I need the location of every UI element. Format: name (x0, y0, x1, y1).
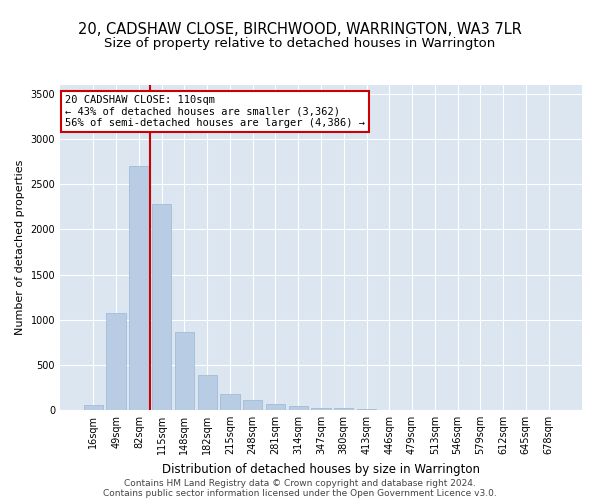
Text: Size of property relative to detached houses in Warrington: Size of property relative to detached ho… (104, 38, 496, 51)
Bar (175, 332, 194, 410)
Bar (243, 400, 262, 410)
Bar (357, 409, 376, 410)
X-axis label: Distribution of detached houses by size in Warrington: Distribution of detached houses by size … (162, 462, 480, 475)
Bar (266, 404, 285, 410)
Text: 20, CADSHAW CLOSE, BIRCHWOOD, WARRINGTON, WA3 7LR: 20, CADSHAW CLOSE, BIRCHWOOD, WARRINGTON… (78, 22, 522, 38)
Text: 20 CADSHAW CLOSE: 110sqm
← 43% of detached houses are smaller (3,362)
56% of sem: 20 CADSHAW CLOSE: 110sqm ← 43% of detach… (65, 94, 365, 128)
Bar (152, 204, 172, 410)
Bar (311, 408, 331, 410)
Y-axis label: Number of detached properties: Number of detached properties (15, 160, 25, 335)
Bar (220, 394, 239, 410)
Bar (84, 406, 103, 410)
Bar (334, 408, 353, 410)
Text: Contains public sector information licensed under the Open Government Licence v3: Contains public sector information licen… (103, 488, 497, 498)
Bar (289, 406, 308, 410)
Text: Contains HM Land Registry data © Crown copyright and database right 2024.: Contains HM Land Registry data © Crown c… (124, 478, 476, 488)
Bar (106, 312, 126, 410)
Bar (197, 375, 217, 410)
Bar (129, 166, 149, 410)
